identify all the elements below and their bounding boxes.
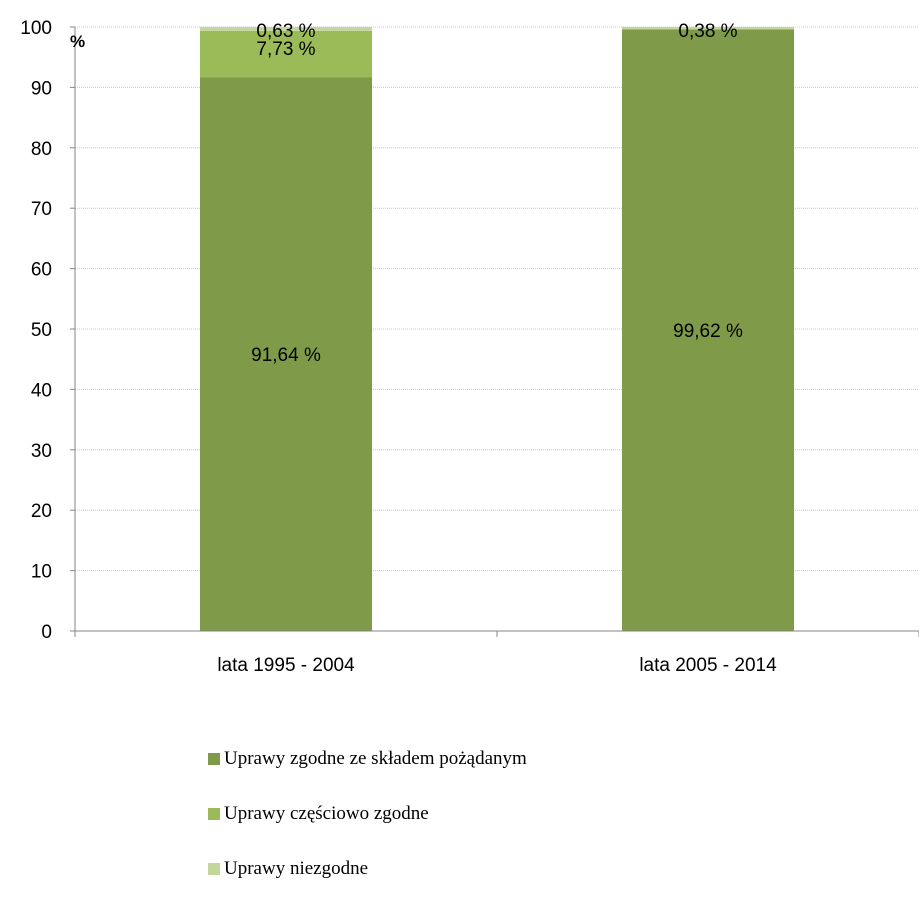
- x-tick-labels: lata 1995 - 2004 lata 2005 - 2014: [217, 655, 777, 676]
- axes: [70, 26, 919, 637]
- legend-swatch-series-2: [208, 862, 220, 875]
- bar-cat0-series1: [200, 30, 372, 78]
- y-tick-label-30: 30: [31, 441, 52, 462]
- data-label-cat0-series0: 91,64 %: [251, 345, 321, 366]
- bars: [200, 27, 794, 632]
- legend-swatch-series-0: [208, 752, 220, 765]
- legend-label-series-1: Uprawy częściowo zgodne: [224, 802, 429, 824]
- bar-cat0-series0: [200, 77, 372, 632]
- legend-item-series-1: Uprawy częściowo zgodne: [208, 801, 527, 826]
- data-label-cat1-series2: 0,38 %: [678, 21, 737, 42]
- legend-item-series-2: Uprawy niezgodne: [208, 856, 527, 881]
- y-tick-label-40: 40: [31, 380, 52, 401]
- data-labels: 91,64 % 7,73 %0,63 % 99,62 % 0,38 %: [251, 21, 743, 366]
- y-tick-label-80: 80: [31, 139, 52, 160]
- data-label-cat0-series1: 7,73 %: [256, 39, 315, 60]
- legend-label-series-2: Uprawy niezgodne: [224, 857, 369, 879]
- y-tick-label-60: 60: [31, 260, 52, 281]
- legend-swatch-series-1: [208, 807, 220, 820]
- legend: Uprawy zgodne ze składem pożądanym Upraw…: [208, 746, 527, 911]
- y-tick-label-90: 90: [31, 78, 52, 99]
- y-tick-label-70: 70: [31, 199, 52, 220]
- y-tick-label-20: 20: [31, 501, 52, 522]
- x-tick-label-0: lata 1995 - 2004: [217, 655, 355, 676]
- y-tick-label-50: 50: [31, 320, 52, 341]
- y-tick-label-100: 100: [20, 18, 52, 39]
- legend-label-series-0: Uprawy zgodne ze składem pożądanym: [224, 747, 527, 769]
- y-unit-label: %: [70, 32, 85, 51]
- y-tick-label-0: 0: [41, 622, 52, 643]
- y-tick-labels: 0 10 20 30 40 50 60 70 80 90 100: [20, 18, 52, 643]
- x-tick-label-1: lata 2005 - 2014: [639, 655, 777, 676]
- data-label-cat0-series2: 0,63 %: [256, 21, 315, 42]
- bar-cat0-series2: [200, 27, 372, 31]
- data-label-cat1-series0: 99,62 %: [673, 321, 743, 342]
- y-tick-label-10: 10: [31, 562, 52, 583]
- bar-cat1-series0: [622, 29, 794, 631]
- bar-cat1-series2: [622, 27, 794, 30]
- legend-item-series-0: Uprawy zgodne ze składem pożądanym: [208, 746, 527, 771]
